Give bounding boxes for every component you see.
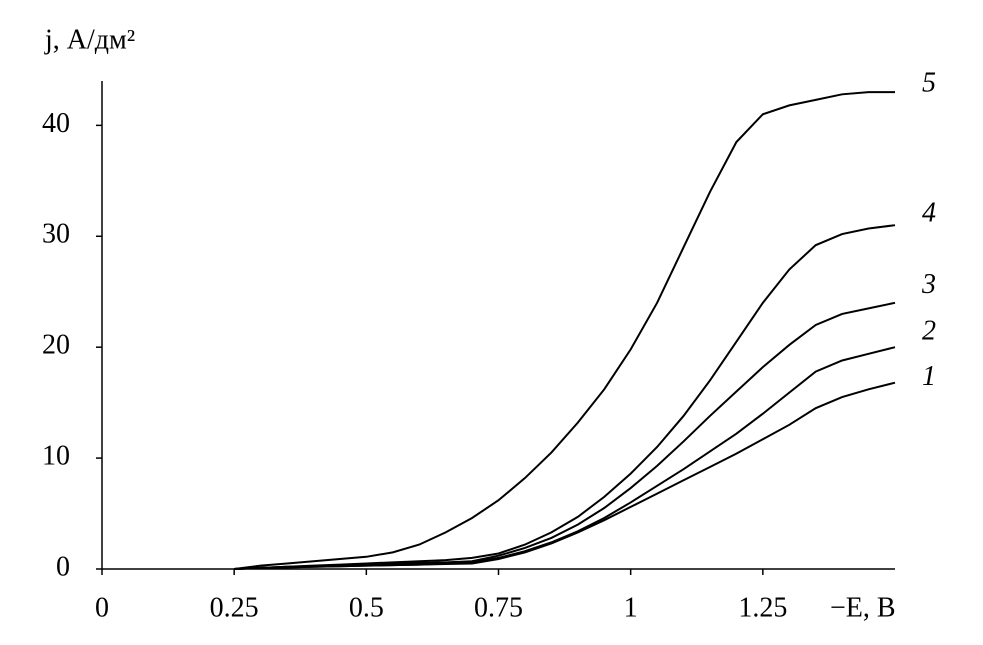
series-label: 5	[922, 68, 936, 99]
x-tick-label: 0.25	[210, 592, 259, 623]
series-label: 3	[921, 269, 936, 300]
x-tick-label: 1	[624, 592, 638, 623]
series-line	[234, 301, 896, 570]
series-label: 4	[922, 198, 936, 229]
series-label: 2	[922, 316, 936, 347]
x-tick-label: 0	[95, 592, 109, 623]
series-line	[234, 381, 896, 570]
series-label: 1	[922, 361, 936, 392]
series-line	[234, 91, 895, 570]
x-tick-label: 0.75	[474, 592, 523, 623]
y-axis-label: j, А/дм²	[44, 24, 135, 55]
y-tick-label: 20	[42, 330, 70, 361]
x-tick-label: 1.25	[738, 592, 787, 623]
y-tick-label: 10	[42, 441, 70, 472]
y-tick-label: 40	[42, 108, 70, 139]
y-tick-label: 0	[56, 551, 70, 582]
series-line	[234, 224, 896, 570]
series-line	[234, 346, 896, 570]
x-axis-label: −E, В	[830, 592, 896, 623]
y-tick-label: 30	[42, 219, 70, 250]
x-tick-label: 0.5	[349, 592, 384, 623]
